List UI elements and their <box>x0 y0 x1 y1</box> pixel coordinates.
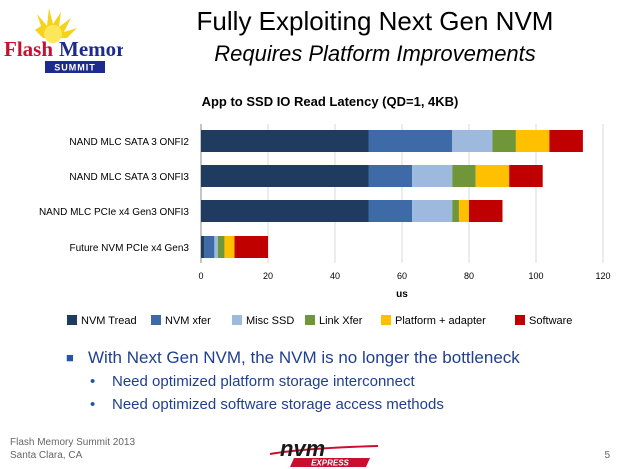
x-tick-label: 20 <box>263 271 273 281</box>
sub-bullet-text: Need optimized platform storage intercon… <box>112 373 415 390</box>
bar-segment <box>204 236 215 258</box>
logo-flash-text: Flash <box>4 37 53 61</box>
bar-segment <box>368 200 413 222</box>
legend-swatch <box>67 315 77 325</box>
category-label: NAND MLC SATA 3 ONFI3 <box>69 172 189 183</box>
bar-segment <box>492 130 516 152</box>
sub-bullet-text: Need optimized software storage access m… <box>112 396 444 413</box>
bar-segment <box>452 130 493 152</box>
legend-label: Platform + adapter <box>395 315 486 327</box>
nvm-express-logo: nvm EXPRESS <box>269 436 379 468</box>
bar-segment <box>214 236 218 258</box>
legend-swatch <box>232 315 242 325</box>
logo-swoosh-icon <box>269 445 379 455</box>
footer-location: Santa Clara, CA <box>10 450 83 461</box>
legend-label: Link Xfer <box>319 315 363 327</box>
slide-subtitle: Requires Platform Improvements <box>214 41 536 66</box>
x-tick-label: 0 <box>198 271 203 281</box>
logo-summit-text: SUMMIT <box>54 63 96 73</box>
x-tick-label: 60 <box>397 271 407 281</box>
category-label: NAND MLC SATA 3 ONFI2 <box>69 137 189 148</box>
bar-segment <box>458 200 469 222</box>
bar-segment <box>201 165 369 187</box>
bar-segment <box>201 130 369 152</box>
bar-segment <box>515 130 550 152</box>
bullet-item: ■ With Next Gen NVM, the NVM is no longe… <box>66 346 606 370</box>
legend-swatch <box>305 315 315 325</box>
sunburst-icon <box>35 8 77 43</box>
bar-segment <box>475 165 510 187</box>
logo-express-band <box>290 458 370 467</box>
bar-segment <box>412 200 453 222</box>
bar-segment <box>368 130 453 152</box>
x-tick-label: 100 <box>528 271 543 281</box>
bar-segment <box>368 165 413 187</box>
bullet-text: With Next Gen NVM, the NVM is no longer … <box>88 348 520 367</box>
latency-chart: App to SSD IO Read Latency (QD=1, 4KB) NA… <box>39 94 611 327</box>
legend-label: Software <box>529 315 572 327</box>
bar-segment <box>452 200 459 222</box>
footer: Flash Memory Summit 2013 Santa Clara, CA <box>10 436 135 462</box>
legend-label: NVM xfer <box>165 315 211 327</box>
x-axis-label: us <box>396 289 408 300</box>
bar-segment <box>201 236 205 258</box>
slide-title: Fully Exploiting Next Gen NVM <box>196 6 554 36</box>
sub-bullet-item: • Need optimized software storage access… <box>66 393 606 416</box>
chart-title: App to SSD IO Read Latency (QD=1, 4KB) <box>202 94 459 109</box>
legend-label: Misc SSD <box>246 315 294 327</box>
logo-memory-text: Memory <box>59 37 123 61</box>
bar-segment <box>217 236 225 258</box>
legend-swatch <box>515 315 525 325</box>
page-number: 5 <box>604 450 610 461</box>
bar-segment <box>224 236 235 258</box>
x-tick-label: 80 <box>464 271 474 281</box>
bar-segment <box>452 165 476 187</box>
bar-segment <box>201 200 369 222</box>
bar-segment <box>234 236 268 258</box>
bar-segment <box>549 130 583 152</box>
square-bullet-icon: ■ <box>66 350 74 365</box>
footer-event: Flash Memory Summit 2013 <box>10 437 136 448</box>
bar-segment <box>469 200 503 222</box>
legend-swatch <box>151 315 161 325</box>
bar-segment <box>509 165 543 187</box>
express-logo-text: EXPRESS <box>311 459 349 468</box>
sub-bullet-item: • Need optimized platform storage interc… <box>66 370 606 393</box>
legend-swatch <box>381 315 391 325</box>
legend-label: NVM Tread <box>81 315 137 327</box>
flash-memory-summit-logo: Flash Memory SUMMIT <box>4 8 123 73</box>
nvm-logo-text: nvm <box>280 436 325 461</box>
bullet-list: ■ With Next Gen NVM, the NVM is no longe… <box>66 346 606 416</box>
x-tick-label: 40 <box>330 271 340 281</box>
logo-summit-band <box>45 61 105 73</box>
bar-segment <box>412 165 453 187</box>
x-tick-label: 120 <box>595 271 610 281</box>
dot-bullet-icon: • <box>90 396 96 413</box>
category-label: Future NVM PCIe x4 Gen3 <box>70 243 190 254</box>
category-label: NAND MLC PCIe x4 Gen3 ONFI3 <box>39 207 189 218</box>
dot-bullet-icon: • <box>90 373 96 390</box>
